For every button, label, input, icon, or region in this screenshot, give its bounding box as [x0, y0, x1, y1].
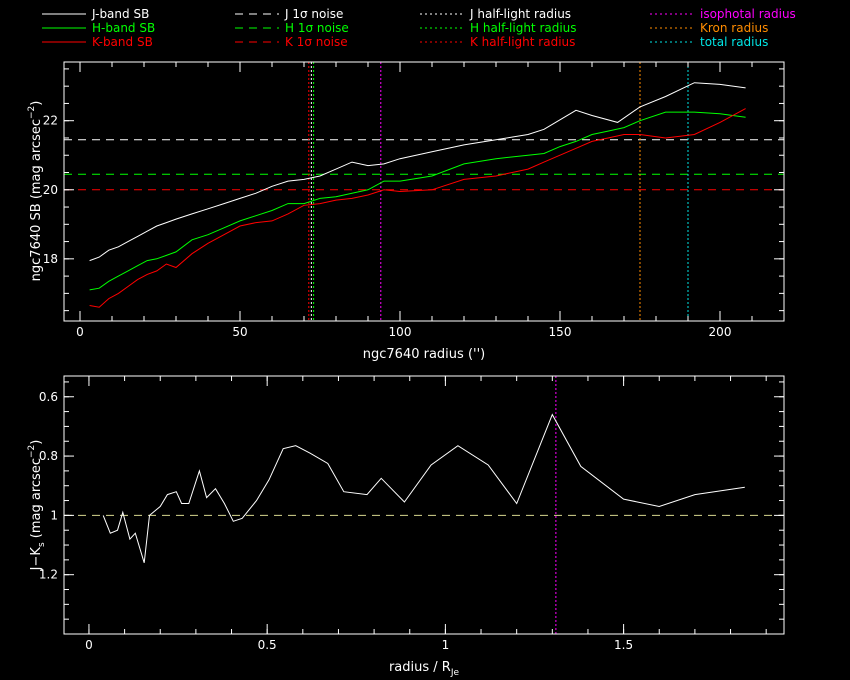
legend-label-j-half-light-radius: J half-light radius — [469, 7, 571, 21]
top-series-k-band-sb — [89, 108, 746, 308]
legend-label-total-radius: total radius — [700, 35, 768, 49]
legend-label-h-1-noise: H 1σ noise — [285, 21, 349, 35]
bottom-xtick-label: 1 — [442, 638, 450, 652]
color-profile-panel: 0 0.5 1 1.5 0.6 0.8 1 1.2 radius / RJe J−Ks (ma… — [27, 375, 785, 678]
legend-label-h-band-sb: H-band SB — [92, 21, 155, 35]
legend-label-kron-radius: Kron radius — [700, 21, 768, 35]
legend-label-h-half-light-radius: H half-light radius — [470, 21, 577, 35]
top-series-h-band-sb — [89, 111, 746, 291]
bottom-ylabel: J−Ks (mag arcsec−2) — [27, 440, 47, 572]
bottom-ytick-label: 0.8 — [39, 449, 58, 463]
bottom-ytick-label: 1.2 — [39, 568, 58, 582]
sb-profile-panel: 0 50 100 150 200 18 20 22 ngc7640 radius ('') n… — [27, 61, 785, 362]
top-xtick-label: 200 — [709, 325, 732, 339]
legend-label-j-1-noise: J 1σ noise — [284, 7, 343, 21]
top-xtick-label: 0 — [76, 325, 84, 339]
top-series-j-band-sb — [89, 82, 746, 262]
top-xtick-label: 100 — [389, 325, 412, 339]
legend-label-isophotal-radius: isophotal radius — [700, 7, 796, 21]
legend-label-k-1-noise: K 1σ noise — [285, 35, 348, 49]
top-xlabel: ngc7640 radius ('') — [363, 347, 485, 362]
top-xtick-label: 50 — [232, 325, 247, 339]
legend-label-k-band-sb: K-band SB — [92, 35, 153, 49]
bottom-series-j-ks — [102, 413, 745, 563]
bottom-xtick-label: 1.5 — [614, 638, 633, 652]
legend-label-j-band-sb: J-band SB — [91, 7, 149, 21]
bottom-ytick-label: 0.6 — [39, 390, 58, 404]
legend-label-k-half-light-radius: K half-light radius — [470, 35, 575, 49]
bottom-ytick-label: 1 — [50, 508, 58, 522]
bottom-xtick-label: 0.5 — [258, 638, 277, 652]
bottom-xlabel: radius / RJe — [389, 660, 460, 678]
top-ytick-label: 20 — [43, 183, 58, 197]
top-ytick-label: 22 — [43, 114, 58, 128]
top-ylabel: ngc7640 SB (mag arcsec−2) — [27, 101, 44, 282]
bottom-xtick-label: 0 — [85, 638, 93, 652]
top-xtick-label: 150 — [549, 325, 572, 339]
top-ytick-label: 18 — [43, 252, 58, 266]
